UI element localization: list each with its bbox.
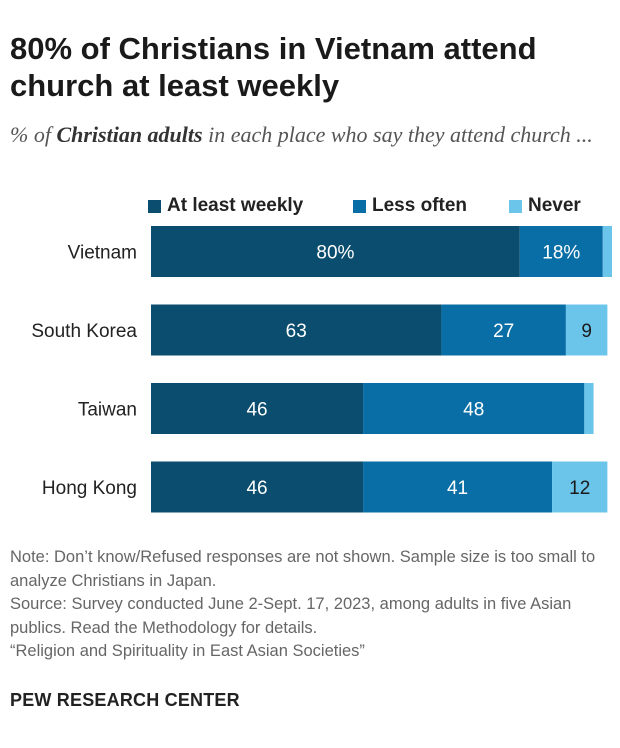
data-label-vietnam-less-often: 18% <box>542 243 580 264</box>
data-label-south-korea-never: 9 <box>581 321 592 342</box>
chart-notes: Note: Don’t know/Refused responses are n… <box>10 546 615 664</box>
bar-hong-kong-never <box>552 461 608 513</box>
legend-label-less-often: Less often <box>372 195 468 216</box>
legend-item-less-often: Less often <box>353 195 467 217</box>
subtitle-prefix: % of <box>10 122 57 147</box>
data-label-hong-kong-less-often: 41 <box>447 478 468 499</box>
category-label-taiwan: Taiwan <box>78 400 137 421</box>
bar-south-korea-never <box>565 304 608 356</box>
legend-swatch-less-often <box>353 199 366 213</box>
bar-hong-kong-weekly <box>151 461 364 513</box>
legend-label-never: Never <box>528 195 581 216</box>
data-label-vietnam-weekly: 80% <box>316 243 354 264</box>
data-label-hong-kong-never: 12 <box>569 478 590 499</box>
bar-vietnam-less-often <box>519 226 603 277</box>
legend-swatch-weekly <box>148 199 161 213</box>
bar-taiwan-less-often <box>363 383 585 434</box>
bar-taiwan-never <box>584 383 594 434</box>
bar-south-korea-weekly <box>151 304 442 356</box>
category-label-hong-kong: Hong Kong <box>42 478 137 499</box>
chart-legend: At least weekly Less often Never <box>0 195 620 219</box>
bar-vietnam-never <box>602 226 612 277</box>
bar-taiwan-weekly <box>151 383 364 434</box>
bar-vietnam-weekly <box>151 226 520 277</box>
chart-title: 80% of Christians in Vietnam attend chur… <box>10 31 537 103</box>
bar-south-korea-less-often <box>441 304 566 356</box>
report-title-text: “Religion and Spirituality in East Asian… <box>10 642 365 660</box>
chart-subtitle: % of Christian adults in each place who … <box>10 120 610 150</box>
data-label-taiwan-less-often: 48 <box>463 400 484 421</box>
legend-item-never: Never <box>509 195 581 217</box>
data-label-hong-kong-weekly: 46 <box>246 478 267 499</box>
pew-research-center-logo: PEW RESEARCH CENTER <box>10 690 240 710</box>
data-label-south-korea-weekly: 63 <box>286 321 307 342</box>
note-text: Note: Don’t know/Refused responses are n… <box>10 548 596 590</box>
legend-label-weekly: At least weekly <box>167 195 304 216</box>
legend-item-weekly: At least weekly <box>148 195 303 217</box>
category-label-south-korea: South Korea <box>31 321 137 342</box>
stacked-bar-chart: Vietnam 80% 18% South Korea 63 27 9 Taiwan 46 48 H… <box>31 226 612 513</box>
legend-swatch-never <box>509 199 522 213</box>
source-text: Source: Survey conducted June 2-Sept. 17… <box>10 595 572 637</box>
category-label-vietnam: Vietnam <box>68 243 137 264</box>
subtitle-suffix: in each place who say they attend church… <box>202 122 593 147</box>
data-label-south-korea-less-often: 27 <box>493 321 514 342</box>
subtitle-emphasis: Christian adults <box>56 122 203 147</box>
data-label-taiwan-weekly: 46 <box>246 400 267 421</box>
bar-hong-kong-less-often <box>363 461 553 513</box>
